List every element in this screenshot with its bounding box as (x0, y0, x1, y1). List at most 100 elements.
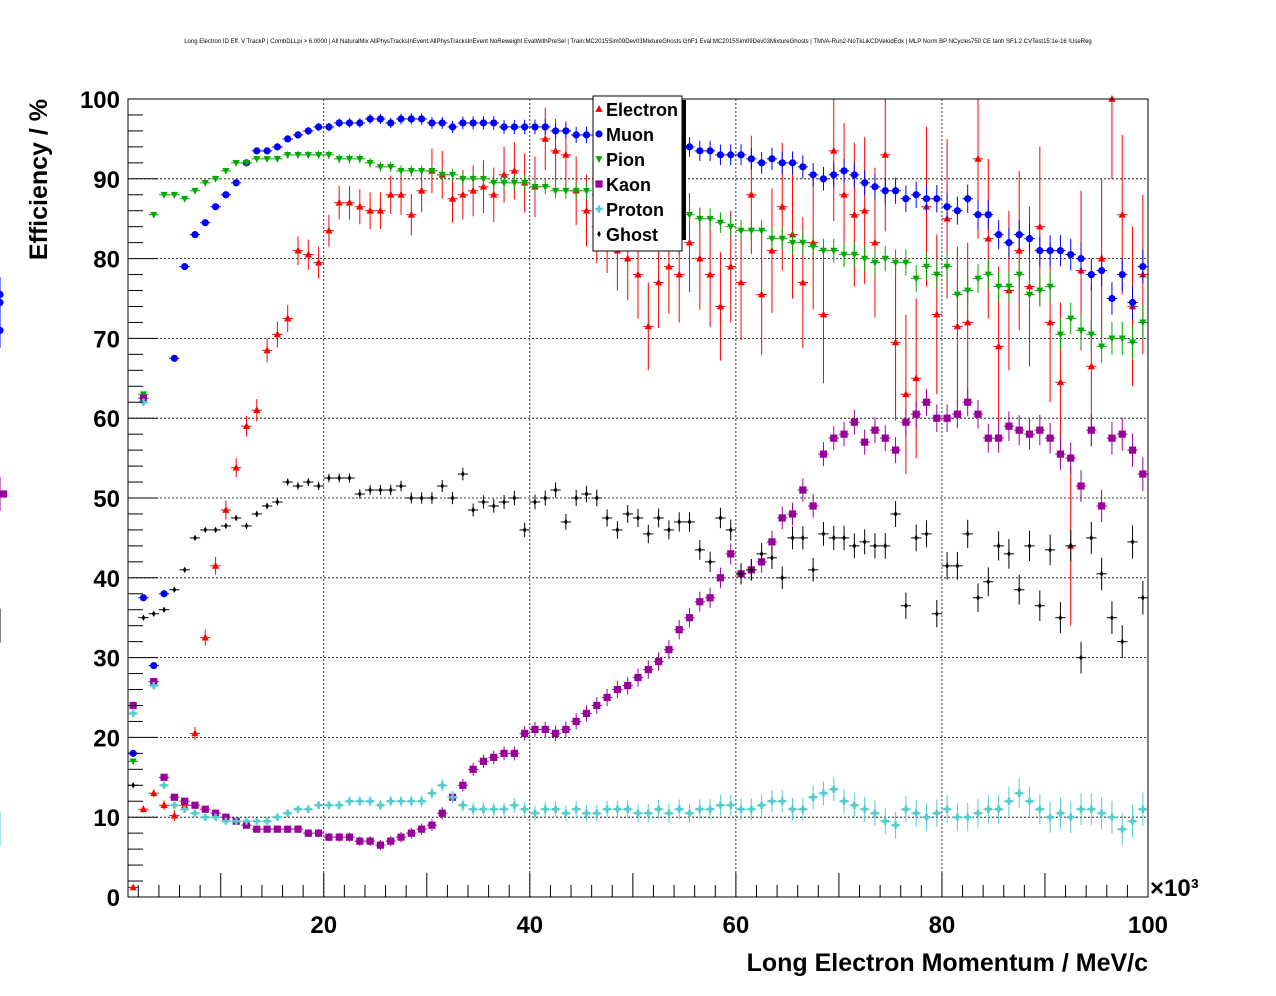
data-point (500, 805, 508, 813)
data-point (964, 813, 972, 821)
data-point (656, 514, 661, 522)
data-point (790, 534, 795, 542)
data-point (232, 463, 240, 471)
data-point (211, 813, 220, 821)
data-point (263, 817, 271, 825)
data-point (510, 123, 518, 131)
legend: Electron Muon Pion Kaon Proton Ghost (592, 95, 686, 252)
data-point (1089, 534, 1094, 542)
data-point (912, 191, 920, 199)
data-point (1027, 542, 1032, 550)
x-tick-label: 100 (1128, 912, 1168, 939)
data-point (964, 398, 972, 406)
data-point (1108, 434, 1116, 442)
data-point (469, 119, 477, 127)
data-point (922, 263, 931, 271)
data-point (213, 526, 218, 534)
data-point (211, 203, 220, 211)
data-point (696, 254, 704, 262)
legend-box (592, 95, 683, 252)
data-point (335, 833, 343, 841)
data-point (356, 837, 364, 845)
data-point (294, 151, 302, 159)
data-point (582, 187, 591, 195)
data-point (819, 310, 828, 318)
data-point (943, 805, 951, 813)
data-point (759, 550, 764, 558)
data-point (418, 797, 426, 805)
data-point (933, 414, 941, 422)
data-point (541, 183, 549, 191)
data-point (809, 171, 817, 179)
data-point (181, 805, 189, 813)
y-tick-label: 100 (80, 87, 120, 114)
data-point (253, 406, 261, 414)
data-point (521, 729, 529, 738)
data-point (1077, 255, 1085, 263)
data-point (1087, 270, 1095, 279)
data-point (541, 134, 549, 142)
data-point (315, 801, 323, 809)
data-point (294, 805, 302, 813)
data-point (727, 223, 735, 231)
data-point (1036, 222, 1044, 230)
data-point (273, 330, 281, 338)
data-point (345, 155, 354, 163)
data-point (840, 167, 848, 175)
data-point (902, 259, 910, 267)
data-point (150, 789, 158, 797)
data-point (562, 725, 570, 734)
series-ghost (0, 467, 1148, 789)
data-point (572, 131, 580, 139)
data-point (634, 270, 642, 278)
data-point (551, 805, 560, 813)
data-point (665, 646, 673, 654)
legend-label-electron: Electron (606, 100, 678, 120)
data-point (584, 490, 589, 498)
data-point (490, 805, 498, 813)
data-point (201, 219, 209, 227)
x-tick-label: 60 (723, 912, 750, 939)
data-point (0, 326, 4, 335)
data-point (594, 494, 599, 502)
data-point (655, 805, 663, 813)
data-point (273, 825, 281, 833)
data-point (964, 287, 972, 295)
data-point (368, 486, 372, 494)
data-point (850, 210, 858, 218)
data-point (964, 318, 972, 326)
data-point (222, 817, 230, 825)
data-point (778, 159, 786, 167)
data-point (0, 298, 4, 307)
data-point (242, 159, 251, 167)
data-point (562, 187, 570, 195)
data-point (1098, 502, 1106, 510)
data-point (665, 262, 673, 270)
x-axis-multiplier: ×10³ (1150, 875, 1199, 902)
data-point (976, 594, 980, 601)
x-tick-label: 80 (929, 912, 956, 939)
data-point (912, 410, 920, 418)
data-point (799, 805, 807, 813)
data-point (469, 765, 477, 773)
data-point (799, 278, 807, 286)
data-point (943, 263, 951, 271)
data-point (234, 514, 238, 522)
data-point (553, 486, 558, 494)
data-point (871, 259, 879, 267)
data-point (840, 797, 848, 805)
data-point (378, 486, 383, 494)
data-point (376, 801, 385, 809)
data-point (667, 526, 671, 534)
data-point (162, 606, 166, 613)
data-point (160, 781, 168, 789)
data-point (253, 817, 261, 825)
data-point (502, 498, 506, 506)
data-point (840, 190, 848, 198)
data-point (1067, 315, 1075, 323)
data-point (1077, 327, 1085, 335)
data-point (265, 502, 269, 510)
data-point (337, 474, 342, 482)
data-point (201, 813, 209, 821)
data-point (727, 801, 735, 809)
